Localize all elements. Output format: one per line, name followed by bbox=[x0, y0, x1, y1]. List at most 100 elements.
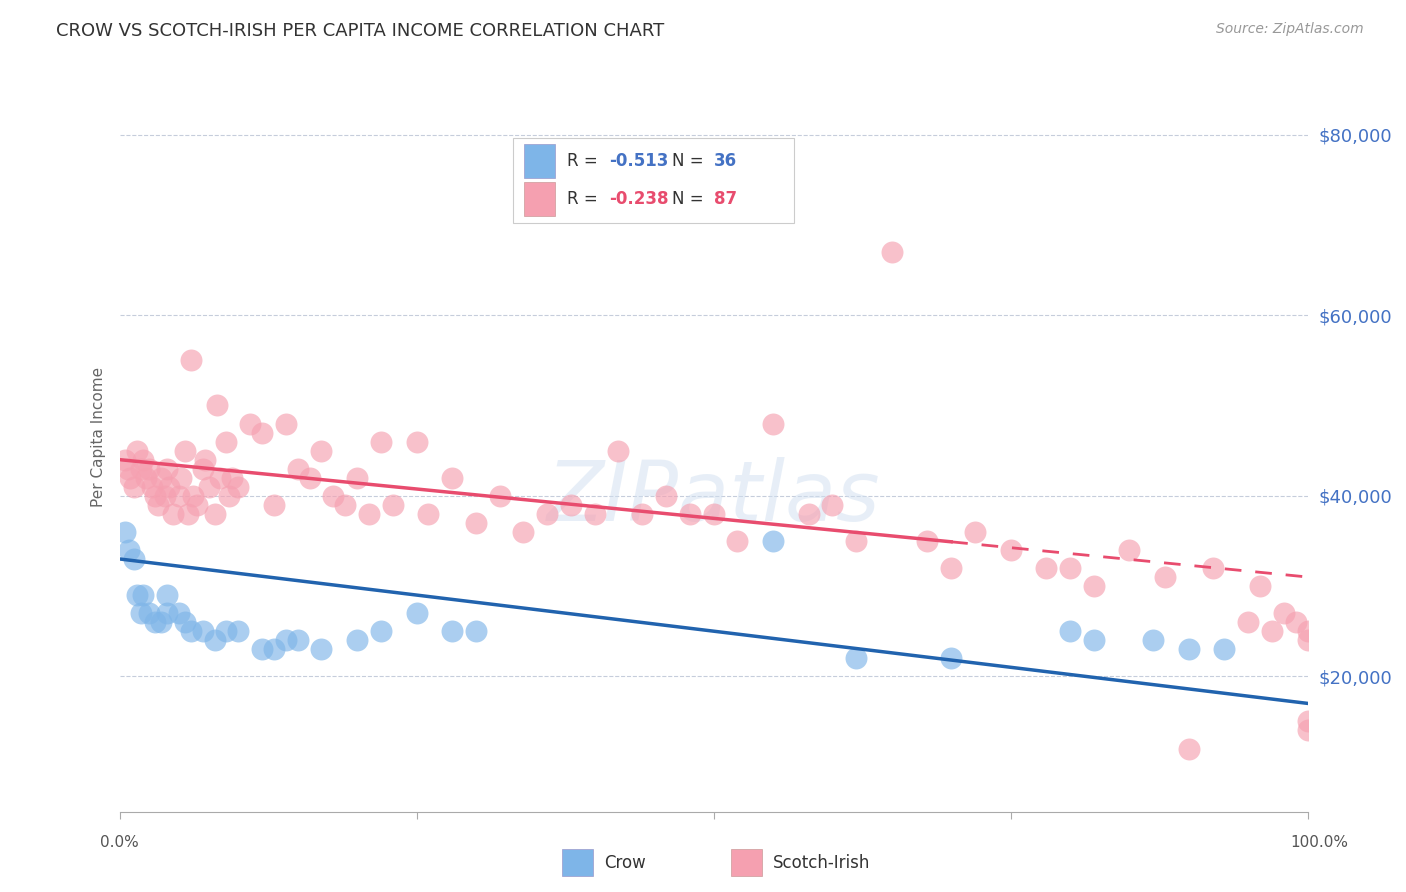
Point bbox=[132, 588, 155, 602]
Point bbox=[197, 480, 219, 494]
Point bbox=[1296, 633, 1319, 648]
Point bbox=[127, 588, 149, 602]
Point bbox=[1296, 723, 1319, 738]
Point bbox=[1083, 633, 1105, 648]
Point bbox=[1272, 606, 1295, 620]
Point bbox=[138, 461, 160, 475]
Point bbox=[1059, 561, 1081, 575]
Point bbox=[132, 452, 155, 467]
Point bbox=[215, 434, 238, 449]
Point bbox=[370, 434, 392, 449]
Point bbox=[167, 489, 190, 503]
Point bbox=[821, 498, 844, 512]
Point bbox=[560, 498, 582, 512]
Point bbox=[370, 624, 392, 639]
Point bbox=[1118, 543, 1140, 558]
Text: Crow: Crow bbox=[605, 854, 647, 871]
Point bbox=[129, 461, 152, 475]
Point bbox=[1178, 741, 1201, 756]
Text: R =: R = bbox=[567, 152, 603, 169]
Point bbox=[191, 624, 214, 639]
Text: Source: ZipAtlas.com: Source: ZipAtlas.com bbox=[1216, 22, 1364, 37]
Point bbox=[287, 461, 309, 475]
Point bbox=[607, 443, 630, 458]
Point bbox=[150, 471, 173, 485]
Point bbox=[917, 533, 939, 548]
Text: 87: 87 bbox=[714, 190, 737, 208]
Point bbox=[679, 507, 702, 521]
Point bbox=[143, 615, 166, 629]
Point bbox=[1035, 561, 1057, 575]
Point bbox=[311, 443, 333, 458]
Point bbox=[150, 615, 173, 629]
Point bbox=[263, 498, 285, 512]
Point bbox=[488, 489, 510, 503]
Point bbox=[274, 633, 297, 648]
Point bbox=[1142, 633, 1164, 648]
Point bbox=[194, 452, 217, 467]
Point bbox=[631, 507, 654, 521]
Text: N =: N = bbox=[672, 152, 709, 169]
Point bbox=[1178, 642, 1201, 657]
Point bbox=[762, 533, 785, 548]
Point bbox=[173, 443, 195, 458]
Point bbox=[1296, 714, 1319, 729]
Point bbox=[180, 624, 202, 639]
Point bbox=[263, 642, 285, 657]
Point bbox=[880, 245, 903, 260]
Point bbox=[114, 524, 136, 539]
Point bbox=[1000, 543, 1022, 558]
Point bbox=[1261, 624, 1284, 639]
Point bbox=[441, 624, 464, 639]
Point bbox=[418, 507, 440, 521]
Point bbox=[122, 480, 145, 494]
Point bbox=[120, 471, 142, 485]
Point bbox=[141, 480, 163, 494]
Point bbox=[703, 507, 725, 521]
Point bbox=[536, 507, 558, 521]
Point bbox=[162, 507, 184, 521]
Point bbox=[441, 471, 464, 485]
Point bbox=[357, 507, 380, 521]
Point bbox=[186, 498, 208, 512]
Point bbox=[221, 471, 243, 485]
Text: -0.238: -0.238 bbox=[609, 190, 668, 208]
Text: 100.0%: 100.0% bbox=[1289, 836, 1348, 850]
Point bbox=[239, 417, 262, 431]
Point bbox=[153, 489, 176, 503]
Point bbox=[135, 471, 157, 485]
Point bbox=[209, 471, 232, 485]
Point bbox=[122, 552, 145, 566]
Point bbox=[138, 606, 160, 620]
Point bbox=[250, 425, 273, 440]
Text: -0.513: -0.513 bbox=[609, 152, 668, 169]
Point bbox=[1249, 579, 1271, 593]
Point bbox=[512, 524, 534, 539]
Point bbox=[157, 480, 180, 494]
Point bbox=[1154, 570, 1177, 584]
Point bbox=[204, 507, 226, 521]
Point bbox=[941, 561, 963, 575]
Point bbox=[346, 471, 368, 485]
Point bbox=[205, 399, 228, 413]
Point bbox=[181, 489, 204, 503]
Point bbox=[218, 489, 240, 503]
Point bbox=[228, 480, 250, 494]
Point bbox=[1059, 624, 1081, 639]
Point bbox=[250, 642, 273, 657]
Point bbox=[941, 651, 963, 665]
Point bbox=[156, 606, 179, 620]
Point bbox=[311, 642, 333, 657]
Point bbox=[405, 434, 427, 449]
Point bbox=[170, 471, 193, 485]
Point bbox=[127, 443, 149, 458]
Point bbox=[215, 624, 238, 639]
Point bbox=[963, 524, 986, 539]
Point bbox=[335, 498, 357, 512]
Point bbox=[204, 633, 226, 648]
Point bbox=[1201, 561, 1223, 575]
Point bbox=[464, 624, 488, 639]
Point bbox=[725, 533, 748, 548]
Point bbox=[845, 533, 868, 548]
Text: N =: N = bbox=[672, 190, 709, 208]
